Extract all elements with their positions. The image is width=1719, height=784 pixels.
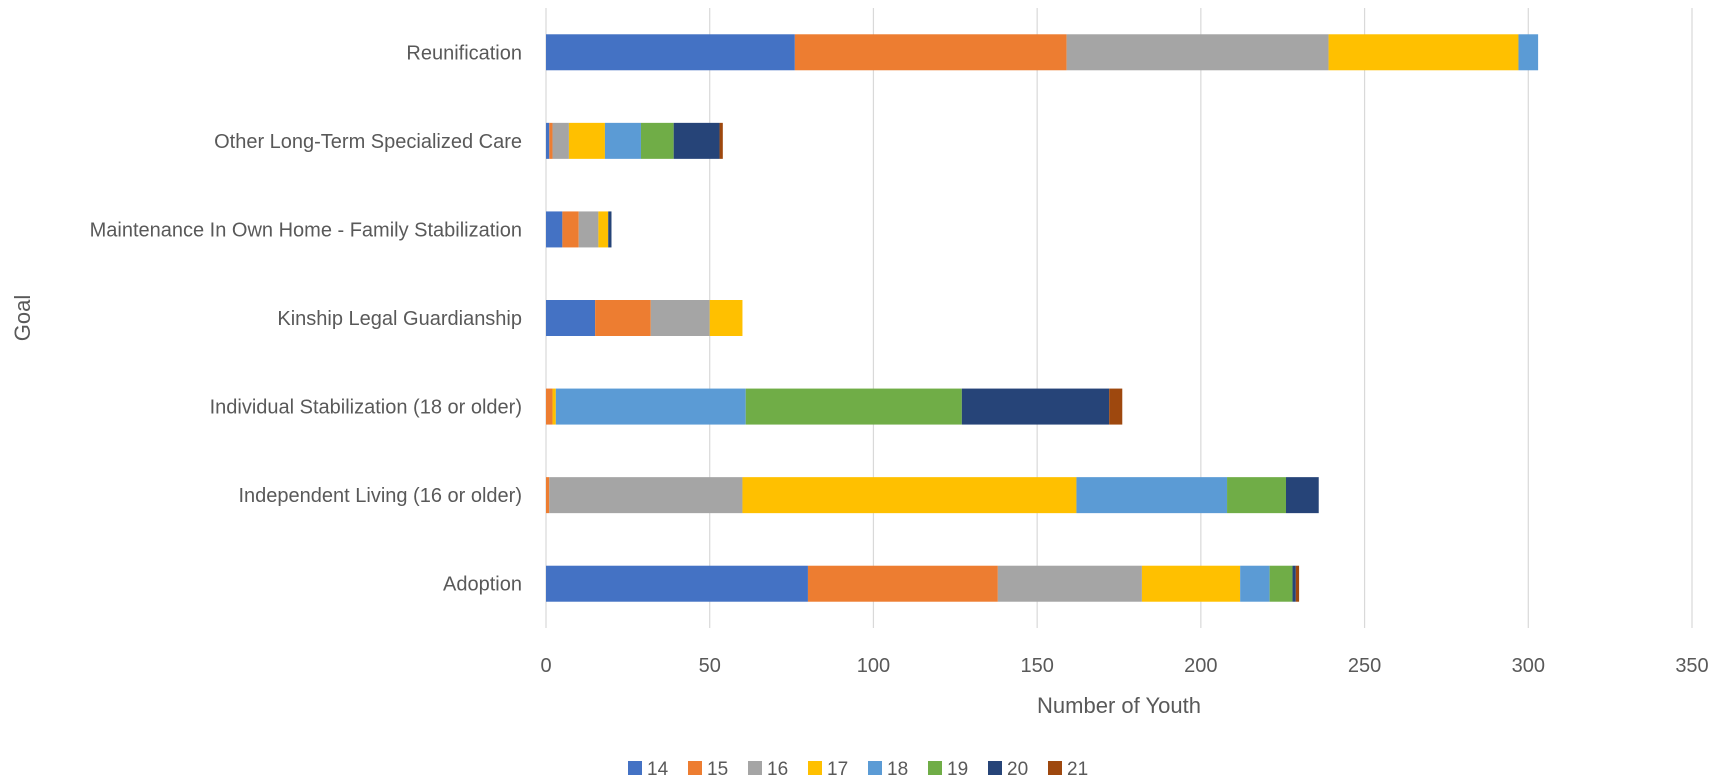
legend-swatch — [688, 761, 702, 775]
bar-segment — [997, 565, 1142, 602]
y-axis-title: Goal — [10, 295, 35, 341]
bar-segment — [562, 211, 579, 248]
legend-swatch — [628, 761, 642, 775]
bar-segment — [549, 122, 553, 159]
bar-segment — [578, 211, 599, 248]
bar-segment — [1066, 34, 1329, 71]
bar-segment — [745, 388, 962, 425]
legend-label: 14 — [647, 759, 669, 780]
legend-swatch — [808, 761, 822, 775]
x-tick-label: 250 — [1348, 655, 1381, 677]
bar-segment — [1109, 388, 1123, 425]
bar-segment — [546, 211, 563, 248]
bar-segment — [1141, 565, 1241, 602]
bar-segment — [546, 388, 553, 425]
legend-label: 18 — [887, 759, 908, 780]
category-label: Kinship Legal Guardianship — [277, 308, 522, 330]
legend-swatch — [988, 761, 1002, 775]
x-tick-label: 150 — [1020, 655, 1053, 677]
bars — [546, 34, 1539, 602]
category-label: Adoption — [443, 574, 522, 596]
category-labels: Adoption Independent Living (16 or older)… — [90, 42, 522, 595]
bar-segment — [719, 122, 723, 159]
bar-segment — [552, 388, 556, 425]
bar-segment — [546, 565, 808, 602]
x-axis-title: Number of Youth — [1037, 693, 1201, 718]
bar-segment — [1227, 477, 1286, 514]
x-tick-label: 350 — [1675, 655, 1708, 677]
legend-label: 17 — [827, 759, 848, 780]
x-tick-label: 300 — [1512, 655, 1545, 677]
legend-swatch — [868, 761, 882, 775]
bar-segment — [961, 388, 1110, 425]
category-label: Other Long-Term Specialized Care — [214, 131, 522, 153]
bar-segment — [807, 565, 998, 602]
gridlines — [545, 8, 1693, 628]
legend-label: 15 — [707, 759, 728, 780]
bar-segment — [568, 122, 605, 159]
bar-segment — [1295, 565, 1300, 602]
category-label: Maintenance In Own Home - Family Stabili… — [90, 219, 522, 241]
bar-segment — [1269, 565, 1293, 602]
category-label: Individual Stabilization (18 or older) — [210, 397, 522, 419]
x-tick-labels: 0 50 100 150 200 250 300 350 — [540, 655, 1708, 677]
bar-segment — [604, 122, 641, 159]
bar-segment — [1240, 565, 1270, 602]
legend-label: 21 — [1067, 759, 1088, 780]
bar-segment — [546, 477, 550, 514]
legend-label: 16 — [767, 759, 788, 780]
x-tick-label: 50 — [699, 655, 721, 677]
bar-segment — [673, 122, 720, 159]
legend-swatch — [1048, 761, 1062, 775]
legend-swatch — [928, 761, 942, 775]
x-tick-label: 100 — [857, 655, 890, 677]
bar-segment — [1285, 477, 1319, 514]
legend-label: 20 — [1007, 759, 1028, 780]
bar-segment — [546, 34, 795, 71]
bar-segment — [552, 122, 569, 159]
bar-segment — [1518, 34, 1539, 71]
category-label: Independent Living (16 or older) — [238, 485, 522, 507]
bar-segment — [650, 300, 710, 336]
bar-segment — [742, 477, 1077, 514]
bar-segment — [709, 300, 743, 336]
bar-segment — [608, 211, 612, 248]
bar-segment — [546, 122, 550, 159]
x-tick-label: 0 — [540, 655, 551, 677]
bar-segment — [598, 211, 609, 248]
legend-swatch — [748, 761, 762, 775]
bar-segment — [1292, 565, 1296, 602]
category-label: Reunification — [406, 42, 522, 64]
bar-segment — [549, 477, 743, 514]
bar-segment — [555, 388, 746, 425]
legend: 14 15 16 17 18 19 20 21 — [628, 759, 1088, 780]
bar-segment — [1076, 477, 1228, 514]
bar-segment — [1328, 34, 1519, 71]
x-tick-label: 200 — [1184, 655, 1217, 677]
legend-label: 19 — [947, 759, 968, 780]
bar-segment — [794, 34, 1067, 71]
bar-segment — [595, 300, 651, 336]
bar-segment — [640, 122, 674, 159]
bar-segment — [546, 300, 596, 336]
